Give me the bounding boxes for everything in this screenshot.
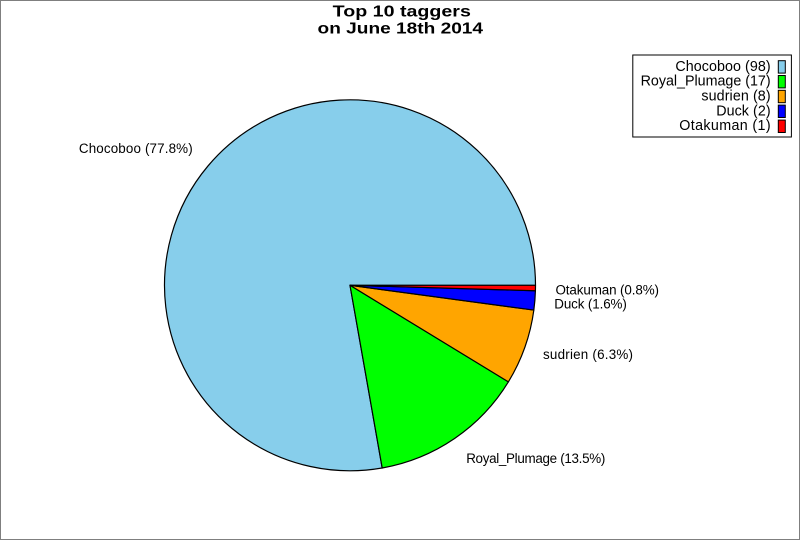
svg-text:Royal_Plumage (17): Royal_Plumage (17) [641, 74, 771, 90]
svg-text:Chocoboo (77.8%): Chocoboo (77.8%) [79, 141, 193, 156]
svg-text:Otakuman (0.8%): Otakuman (0.8%) [556, 283, 660, 298]
svg-text:Duck (2): Duck (2) [716, 103, 770, 119]
svg-text:Top 10 taggers: Top 10 taggers [333, 3, 471, 20]
svg-text:Duck (1.6%): Duck (1.6%) [554, 297, 627, 312]
svg-text:on June 18th 2014: on June 18th 2014 [318, 20, 484, 37]
svg-text:Royal_Plumage (13.5%): Royal_Plumage (13.5%) [466, 451, 605, 466]
svg-text:sudrien (8): sudrien (8) [701, 89, 770, 105]
svg-text:sudrien (6.3%): sudrien (6.3%) [543, 347, 633, 362]
svg-text:Chocoboo (98): Chocoboo (98) [675, 59, 770, 75]
svg-text:Otakuman (1): Otakuman (1) [679, 118, 770, 134]
